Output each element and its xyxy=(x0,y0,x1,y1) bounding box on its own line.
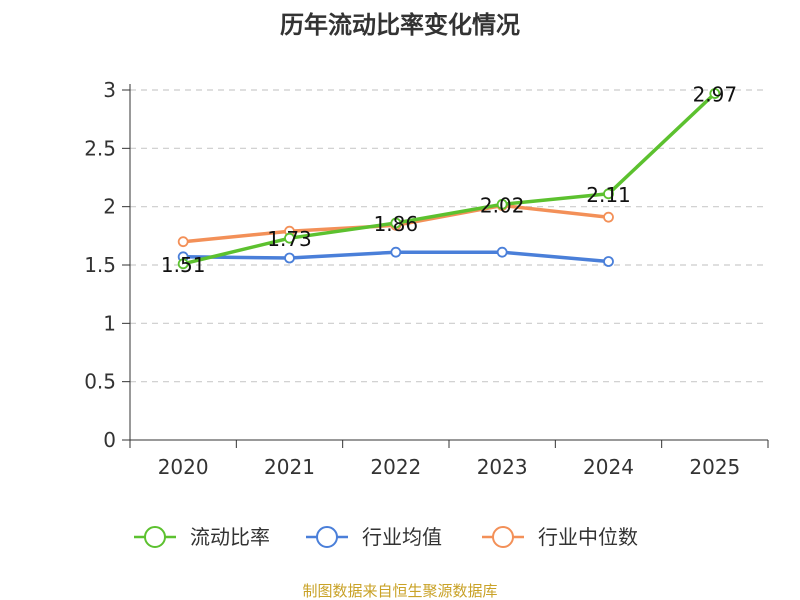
legend-label: 流动比率 xyxy=(190,525,270,549)
x-tick-label: 2025 xyxy=(689,455,740,479)
data-point xyxy=(603,211,614,223)
y-tick-label: 3 xyxy=(103,78,116,102)
data-label: 2.97 xyxy=(693,83,738,107)
legend-item: 流动比率 xyxy=(134,525,270,549)
data-label: 2.02 xyxy=(480,193,525,217)
legend-marker xyxy=(492,526,514,548)
data-point xyxy=(709,88,721,99)
data-point xyxy=(390,217,402,229)
y-tick-label: 1 xyxy=(103,311,116,335)
y-tick-label: 0.5 xyxy=(84,370,116,394)
data-point xyxy=(603,256,614,267)
data-label: 1.86 xyxy=(374,212,419,236)
series-0 xyxy=(177,88,721,270)
grid xyxy=(130,89,768,383)
series-line xyxy=(181,91,717,266)
y-tick-label: 0 xyxy=(103,428,116,452)
data-point xyxy=(496,198,508,210)
y-tick-label: 2 xyxy=(103,195,116,219)
data-point xyxy=(177,258,189,270)
data-point xyxy=(177,236,189,248)
x-tick-label: 2020 xyxy=(158,455,209,479)
data-point xyxy=(284,252,295,264)
y-tick-label: 2.5 xyxy=(84,136,116,160)
data-point xyxy=(603,188,614,200)
x-tick-label: 2022 xyxy=(370,455,421,479)
axes: 0 0.5 1 1.5 2 2.5 3 2020 2021 2022 2023 2024 2025 xyxy=(84,78,769,479)
series-layer xyxy=(177,88,721,270)
x-tick-label: 2021 xyxy=(264,455,315,479)
legend-marker xyxy=(316,526,338,548)
data-point xyxy=(284,232,295,244)
data-point xyxy=(496,246,508,258)
data-label: 1.73 xyxy=(267,227,312,251)
legend: 流动比率 行业均值 行业中位数 xyxy=(134,525,638,549)
source-note: 制图数据来自恒生聚源数据库 xyxy=(302,582,497,600)
legend-item: 行业中位数 xyxy=(482,525,638,549)
data-point xyxy=(390,246,402,258)
legend-marker xyxy=(144,526,166,548)
legend-label: 行业均值 xyxy=(362,525,442,549)
legend-item: 行业均值 xyxy=(306,525,442,549)
series-1 xyxy=(177,246,614,267)
chart-title: 历年流动比率变化情况 xyxy=(280,11,520,39)
x-tick-label: 2023 xyxy=(477,455,528,479)
x-tick-label: 2024 xyxy=(583,455,634,479)
y-tick-label: 1.5 xyxy=(84,253,116,277)
legend-label: 行业中位数 xyxy=(538,525,638,549)
data-label: 2.11 xyxy=(586,183,631,207)
data-labels: 1.51 1.73 1.86 2.02 2.11 2.97 xyxy=(161,83,737,277)
data-label: 1.51 xyxy=(161,253,206,277)
